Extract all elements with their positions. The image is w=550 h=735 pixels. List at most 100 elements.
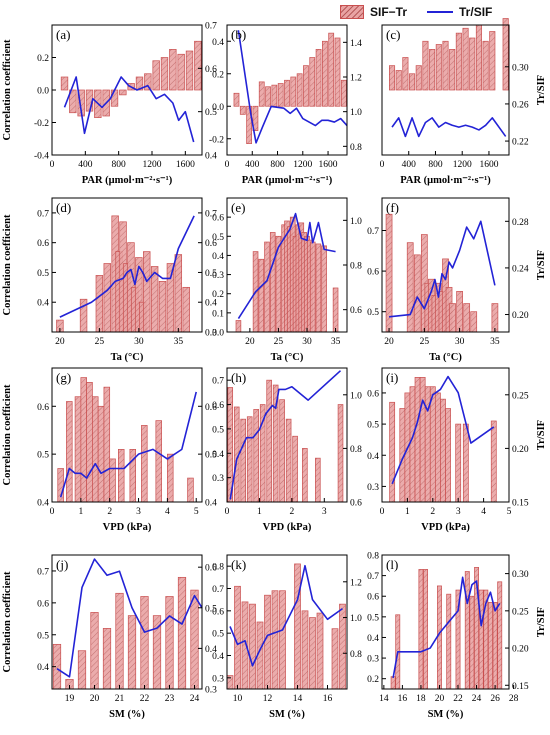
x-tick-label: 0	[380, 160, 385, 170]
panel-label-h: (h)	[231, 370, 246, 385]
bar	[422, 40, 429, 91]
x-tick-label: 30	[455, 337, 465, 347]
bar	[119, 89, 127, 96]
y2-tick-label: 0.8	[350, 143, 362, 153]
bar	[406, 242, 414, 333]
y-tick-label: 0.4	[212, 38, 224, 48]
y-axis-label-left: Correlation coefficient	[2, 39, 13, 140]
bar	[150, 266, 159, 333]
panel-j: 19 20 21 22 23 24 0.4 0.5 0.6 0.7 0.3 0.4 0.5 0.6 (j) S…	[2, 554, 217, 720]
bar	[296, 73, 303, 107]
x-tick-label: 2	[289, 507, 294, 517]
x-tick-label: 10	[233, 694, 243, 704]
y-tick-label: 0.7	[212, 377, 224, 387]
y-tick-label: 0.6	[212, 214, 224, 224]
x-tick-label: 400	[402, 160, 417, 170]
bar	[502, 18, 509, 91]
y-axis-label-left: Correlation coefficient	[2, 214, 13, 315]
bar	[395, 70, 402, 91]
y-axis-label-left: Correlation coefficient	[2, 571, 13, 672]
panel-f: 20 25 30 35 0.5 0.6 0.7 0.20 0.24 0.28 (f) Ta (°C) T…	[367, 197, 547, 363]
x-tick-label: 20	[384, 337, 394, 347]
y2-tick-label: 0.5	[205, 604, 217, 614]
x-tick-label: 1	[257, 507, 262, 517]
x-tick-label: 1200	[143, 160, 162, 170]
bar	[389, 401, 396, 503]
y2-tick-label: 0.30	[512, 570, 529, 580]
bar	[456, 291, 463, 333]
bar	[455, 423, 462, 503]
plot-frame	[381, 24, 510, 156]
plot-frame	[381, 554, 510, 690]
panel-b: 0 400 800 1200 1600 -0.2 0.0 0.2 0.4 0.8 1.0 1.2 1.4…	[209, 24, 362, 186]
plot-frame	[381, 197, 510, 333]
x-axis-label: SM (%)	[269, 709, 305, 720]
bar	[390, 676, 396, 690]
x-tick-label: 21	[115, 694, 125, 704]
x-tick-label: 0	[380, 507, 385, 517]
bar	[309, 617, 316, 690]
y2-tick-label: 0.25	[512, 607, 529, 617]
x-tick-label: 22	[453, 694, 463, 704]
x-axis-label: VPD (kPa)	[421, 522, 470, 533]
legend-line-label: Tr/SIF	[459, 5, 493, 19]
bar	[66, 401, 73, 503]
x-tick-label: 400	[78, 160, 93, 170]
x-tick-label: 22	[140, 694, 150, 704]
x-tick-label: 3	[322, 507, 327, 517]
y-tick-label: 0.2	[212, 290, 224, 300]
bar	[475, 24, 482, 91]
bar	[455, 32, 462, 91]
bar	[315, 243, 322, 333]
bar	[166, 263, 175, 333]
bar	[469, 595, 475, 690]
line-series-g	[59, 391, 198, 498]
bar	[423, 569, 429, 690]
bar	[103, 263, 111, 333]
y2-tick-label: 0.5	[205, 451, 217, 461]
y-tick-label: 0.4	[37, 499, 49, 509]
y-tick-label: 0.5	[37, 631, 49, 641]
y-tick-label: 0.3	[212, 271, 224, 281]
x-axis-label: Ta (°C)	[271, 352, 304, 363]
x-tick-label: 1200	[293, 160, 312, 170]
bar	[144, 73, 152, 91]
bar	[74, 396, 82, 503]
y-tick-label: 0.6	[37, 239, 49, 249]
panel-label-k: (k)	[231, 557, 246, 572]
bar	[413, 254, 421, 333]
x-tick-label: 1	[78, 507, 83, 517]
y2-tick-label: 0.5	[205, 269, 217, 279]
line-series-l	[392, 576, 501, 678]
x-tick-label: 400	[245, 160, 260, 170]
x-tick-label: 0	[225, 507, 230, 517]
x-axis-label: PAR (μmol·m⁻²·s⁻¹)	[242, 175, 333, 186]
x-tick-label: 20	[435, 694, 445, 704]
y2-tick-label: 0.6	[205, 564, 217, 574]
panel-label-d: (d)	[56, 200, 71, 215]
y2-tick-label: 0.15	[512, 499, 529, 509]
bar	[269, 232, 276, 333]
y-tick-label: 0.4	[367, 452, 379, 462]
y2-tick-label: 1.2	[350, 578, 362, 588]
x-axis-label: PAR (μmol·m⁻²·s⁻¹)	[82, 175, 173, 186]
bar	[482, 40, 489, 91]
x-axis-label: VPD (kPa)	[103, 522, 152, 533]
bar	[80, 377, 87, 503]
y-axis-label-right: Tr/SIF	[536, 75, 547, 105]
y2-tick-label: 0.8	[350, 650, 362, 660]
bar	[271, 84, 278, 107]
bar	[177, 53, 185, 91]
panel-a: 0 400 800 1200 1600 -0.4 -0.2 0.0 0.2 0.4 0.5 0.6 0.…	[2, 22, 217, 187]
x-tick-label: 19	[65, 694, 75, 704]
bars-e	[235, 216, 339, 333]
x-tick-label: 1	[405, 507, 410, 517]
y-tick-label: 0.5	[212, 630, 224, 640]
bars-a	[60, 40, 202, 118]
x-tick-label: 14	[379, 694, 389, 704]
y2-tick-label: 1.2	[350, 74, 362, 84]
bar	[418, 569, 424, 690]
line-series-k	[229, 564, 343, 667]
y-tick-label: -0.2	[34, 119, 49, 129]
y2-tick-label: 1.0	[350, 614, 362, 624]
